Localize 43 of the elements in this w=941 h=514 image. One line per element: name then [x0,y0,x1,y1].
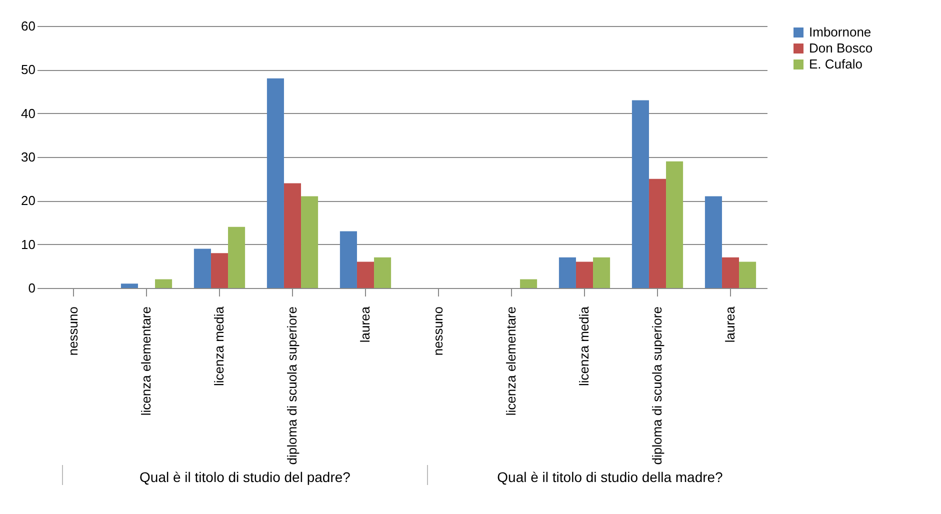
bar [520,279,538,288]
y-tick-label: 0 [28,280,36,296]
y-tick-label: 60 [21,18,36,34]
text: Qual è il titolo di studio della madre? [427,465,792,485]
bar [266,78,284,288]
legend-label: E. Cufalo [809,56,862,72]
bar [210,253,228,288]
bar [228,226,246,288]
x-tick-label: licenza media [212,306,226,386]
bar [666,161,684,288]
bar [120,284,138,288]
bar [648,178,666,288]
y-tick-label: 30 [21,150,36,164]
bar [284,183,302,288]
x-tick-label: laurea [358,306,372,343]
bar [374,257,392,288]
x-tick-label: nessuno [66,306,80,356]
bar [576,262,594,288]
x-tick-label: nessuno [430,306,446,356]
x-tick-label: diploma di scuola superiore [284,306,300,465]
bar [593,257,610,288]
legend-label: Imbornone [809,24,872,40]
bar [356,262,374,288]
y-tick-label: 10 [21,236,36,252]
bar [739,262,756,288]
x-tick-label: diploma di scuola superiore [650,306,664,465]
x-tick-label: licenza media [576,306,592,386]
legend-label: Don Bosco [809,40,873,56]
bar [632,100,649,288]
text: Qual è il titolo di studio del padre? [62,465,427,485]
x-tick-label: licenza elementare [138,306,154,416]
bar [722,257,740,288]
bar [155,279,172,288]
y-tick-label: 50 [21,62,36,78]
y-tick-label: 40 [21,106,36,121]
x-tick-label: licenza elementare [504,306,518,416]
x-tick-label: laurea [722,306,738,343]
bar [704,196,722,288]
bar [558,257,576,288]
bar [340,231,357,288]
bar [194,248,211,288]
y-tick-label: 20 [21,193,36,208]
bar [301,196,318,288]
